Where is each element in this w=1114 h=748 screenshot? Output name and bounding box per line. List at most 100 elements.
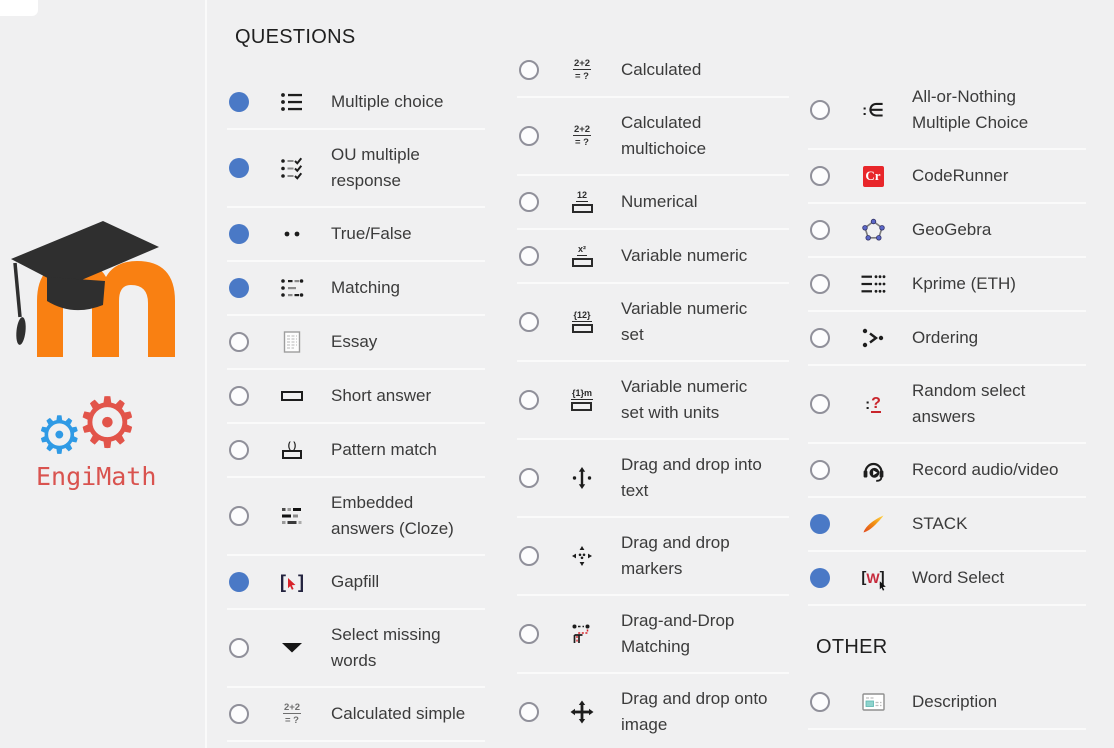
question-type-numerical[interactable]: 12 Numerical — [517, 176, 789, 230]
question-type-drag-and-drop-markers[interactable]: Drag and drop markers — [517, 518, 789, 596]
radio-variable-numeric-set-with-units[interactable] — [519, 390, 539, 410]
radio-all-or-nothing-multiple-choice[interactable] — [810, 100, 830, 120]
word-select-icon: [W] — [858, 566, 888, 591]
radio-variable-numeric-set[interactable] — [519, 312, 539, 332]
question-type-kprime-eth[interactable]: Kprime (ETH) — [808, 258, 1086, 312]
radio-short-answer[interactable] — [229, 386, 249, 406]
question-type-label: Drag and drop into text — [621, 455, 762, 500]
question-type-calculated[interactable]: 2+2 = ? Calculated — [517, 44, 789, 98]
question-type-drag-and-drop-onto-image[interactable]: Drag and drop onto image — [517, 674, 789, 748]
radio-essay[interactable] — [229, 332, 249, 352]
question-type-label: Record audio/video — [912, 460, 1059, 479]
radio-numerical[interactable] — [519, 192, 539, 212]
radio-geogebra[interactable] — [810, 220, 830, 240]
radio-coderunner[interactable] — [810, 166, 830, 186]
question-type-label: Description — [912, 692, 998, 711]
question-type-gapfill[interactable]: [] Gapfill — [227, 556, 485, 610]
radio-kprime-eth[interactable] — [810, 274, 830, 294]
kprime-grid-icon — [858, 272, 888, 296]
questions-column-3: : ∈ All-or-Nothing Multiple Choice Cr CodeRu… — [808, 72, 1086, 730]
radio-select-missing-words[interactable] — [229, 638, 249, 658]
question-type-calculated-simple[interactable]: 2+2 = ? Calculated simple — [227, 688, 485, 742]
radio-calculated-simple[interactable] — [229, 704, 249, 724]
question-type-variable-numeric-set-with-units[interactable]: {1}m Variable numeric set with units — [517, 362, 789, 440]
question-type-record-audio-video[interactable]: Record audio/video — [808, 444, 1086, 498]
gapfill-brackets-icon: [] — [280, 572, 304, 592]
question-type-label: Matching — [331, 278, 400, 297]
drag-drop-markers-icon — [567, 544, 597, 568]
engimath-blue-gear-icon: ⚙ — [36, 406, 83, 466]
record-audio-video-icon — [858, 458, 888, 483]
question-type-word-select[interactable]: [W] Word Select — [808, 552, 1086, 606]
question-type-calculated-multichoice[interactable]: 2+2 = ? Calculated multichoice — [517, 98, 789, 176]
radio-calculated[interactable] — [519, 60, 539, 80]
ordering-arrow-icon — [858, 326, 888, 350]
true-false-dots-icon — [277, 222, 307, 246]
radio-record-audio-video[interactable] — [810, 460, 830, 480]
question-type-all-or-nothing-multiple-choice[interactable]: : ∈ All-or-Nothing Multiple Choice — [808, 72, 1086, 150]
question-type-select-missing-words[interactable]: Select missing words — [227, 610, 485, 688]
radio-variable-numeric[interactable] — [519, 246, 539, 266]
numerical-box-icon: 12 — [567, 190, 597, 214]
ou-multiple-response-icon — [277, 156, 307, 180]
questions-column-1: QUESTIONS Multiple choice OU multiple res… — [227, 22, 485, 742]
question-type-label: Select missing words — [331, 625, 441, 670]
question-type-short-answer[interactable]: Short answer — [227, 370, 485, 424]
question-type-ordering[interactable]: Ordering — [808, 312, 1086, 366]
window-corner — [0, 0, 38, 16]
question-type-label: Numerical — [621, 192, 698, 211]
question-type-drag-and-drop-matching[interactable]: Drag-and-Drop Matching — [517, 596, 789, 674]
question-type-label: Drag and drop markers — [621, 533, 730, 578]
radio-multiple-choice[interactable] — [229, 92, 249, 112]
question-type-variable-numeric[interactable]: x² Variable numeric — [517, 230, 789, 284]
question-type-description[interactable]: Description — [808, 676, 1086, 730]
question-type-list: : ∈ All-or-Nothing Multiple Choice Cr CodeRu… — [808, 72, 1086, 606]
question-type-geogebra[interactable]: GeoGebra — [808, 204, 1086, 258]
short-answer-box-icon — [277, 384, 307, 408]
other-type-list: Description — [808, 676, 1086, 730]
moodle-m-icon — [11, 221, 175, 357]
radio-ordering[interactable] — [810, 328, 830, 348]
question-type-matching[interactable]: Matching — [227, 262, 485, 316]
radio-pattern-match[interactable] — [229, 440, 249, 460]
question-type-label: CodeRunner — [912, 166, 1009, 185]
question-type-label: Variable numeric — [621, 246, 748, 265]
question-type-ou-multiple-response[interactable]: OU multiple response — [227, 130, 485, 208]
radio-drag-and-drop-markers[interactable] — [519, 546, 539, 566]
drag-drop-image-icon — [567, 700, 597, 724]
radio-drag-and-drop-into-text[interactable] — [519, 468, 539, 488]
question-type-label: Kprime (ETH) — [912, 274, 1016, 293]
radio-calculated-multichoice[interactable] — [519, 126, 539, 146]
question-type-true-false[interactable]: True/False — [227, 208, 485, 262]
radio-random-select-answers[interactable] — [810, 394, 830, 414]
question-type-variable-numeric-set[interactable]: {12} Variable numeric set — [517, 284, 789, 362]
question-type-pattern-match[interactable]: ( ) Pattern match — [227, 424, 485, 478]
radio-drag-and-drop-matching[interactable] — [519, 624, 539, 644]
question-type-coderunner[interactable]: Cr CodeRunner — [808, 150, 1086, 204]
question-type-label: Drag-and-Drop Matching — [621, 611, 735, 656]
question-type-drag-and-drop-into-text[interactable]: Drag and drop into text — [517, 440, 789, 518]
question-type-multiple-choice[interactable]: Multiple choice — [227, 76, 485, 130]
radio-true-false[interactable] — [229, 224, 249, 244]
panel-divider — [205, 0, 207, 748]
question-type-random-select-answers[interactable]: :? Random select answers — [808, 366, 1086, 444]
question-type-label: Ordering — [912, 328, 979, 347]
question-type-essay[interactable]: Essay — [227, 316, 485, 370]
radio-stack[interactable] — [810, 514, 830, 534]
calculated-icon: 2+2 = ? — [572, 58, 592, 82]
radio-embedded-answers-cloze[interactable] — [229, 506, 249, 526]
question-type-embedded-answers-cloze[interactable]: Embedded answers (Cloze) — [227, 478, 485, 556]
pattern-match-icon: ( ) — [277, 438, 307, 462]
radio-gapfill[interactable] — [229, 572, 249, 592]
question-type-stack[interactable]: STACK — [808, 498, 1086, 552]
calculated-simple-icon: 2+2 = ? — [282, 702, 302, 726]
radio-word-select[interactable] — [810, 568, 830, 588]
radio-description[interactable] — [810, 692, 830, 712]
question-type-label: OU multiple response — [331, 145, 420, 190]
question-type-label: Multiple choice — [331, 92, 444, 111]
radio-matching[interactable] — [229, 278, 249, 298]
radio-ou-multiple-response[interactable] — [229, 158, 249, 178]
all-or-nothing-icon: : ∈ — [862, 99, 884, 120]
question-type-label: Calculated simple — [331, 704, 466, 723]
radio-drag-and-drop-onto-image[interactable] — [519, 702, 539, 722]
